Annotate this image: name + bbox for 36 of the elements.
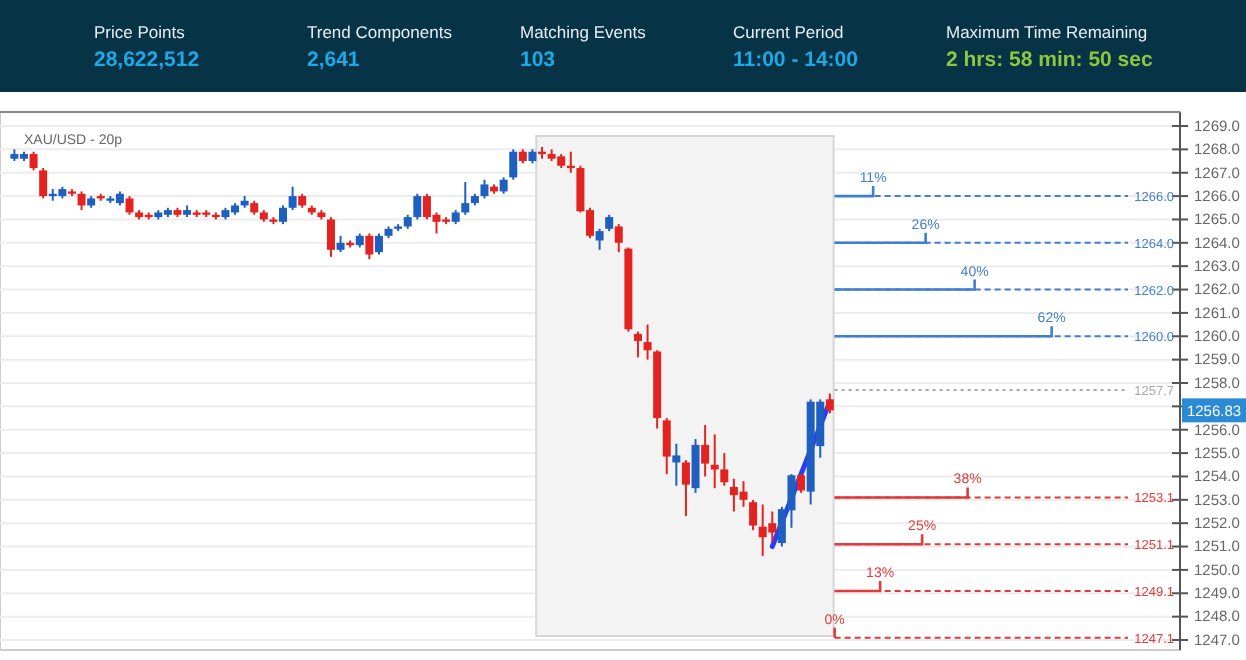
candlestick xyxy=(825,392,834,415)
candlestick xyxy=(29,150,38,172)
candlestick xyxy=(77,190,86,212)
text: Maximum Time Remaining xyxy=(946,22,1148,42)
candlestick xyxy=(480,178,489,200)
text: Matching Events xyxy=(520,22,646,42)
candlestick xyxy=(365,232,374,261)
text: 11:00 - 14:00 xyxy=(733,48,859,72)
candlestick xyxy=(797,473,806,494)
text: 103 xyxy=(520,48,556,72)
candlestick xyxy=(691,438,700,494)
candlestick xyxy=(413,192,422,221)
candlestick xyxy=(672,442,681,487)
text: 28,622,512 xyxy=(94,48,200,72)
candlestick xyxy=(509,148,518,181)
text: 2 hrs: 58 min: 50 sec xyxy=(946,48,1153,72)
text: Current Period xyxy=(733,22,845,42)
candlestick xyxy=(614,223,623,254)
text: Price Points xyxy=(94,22,185,42)
text: 2,641 xyxy=(307,48,360,72)
candlestick xyxy=(681,459,690,518)
candlestick xyxy=(125,195,134,216)
text: Trend Components xyxy=(307,22,452,42)
candlestick xyxy=(633,330,642,359)
candlestick xyxy=(749,498,758,532)
candlestick xyxy=(39,167,48,200)
candlestick xyxy=(662,417,671,476)
candlestick xyxy=(326,216,335,258)
candlestick xyxy=(720,452,729,487)
candlestick xyxy=(288,185,297,212)
candlestick xyxy=(595,227,604,251)
candlestick xyxy=(279,204,288,226)
candlestick xyxy=(461,181,470,216)
candlestick xyxy=(374,232,383,256)
candlestick xyxy=(701,424,710,478)
candlestick xyxy=(643,323,652,361)
